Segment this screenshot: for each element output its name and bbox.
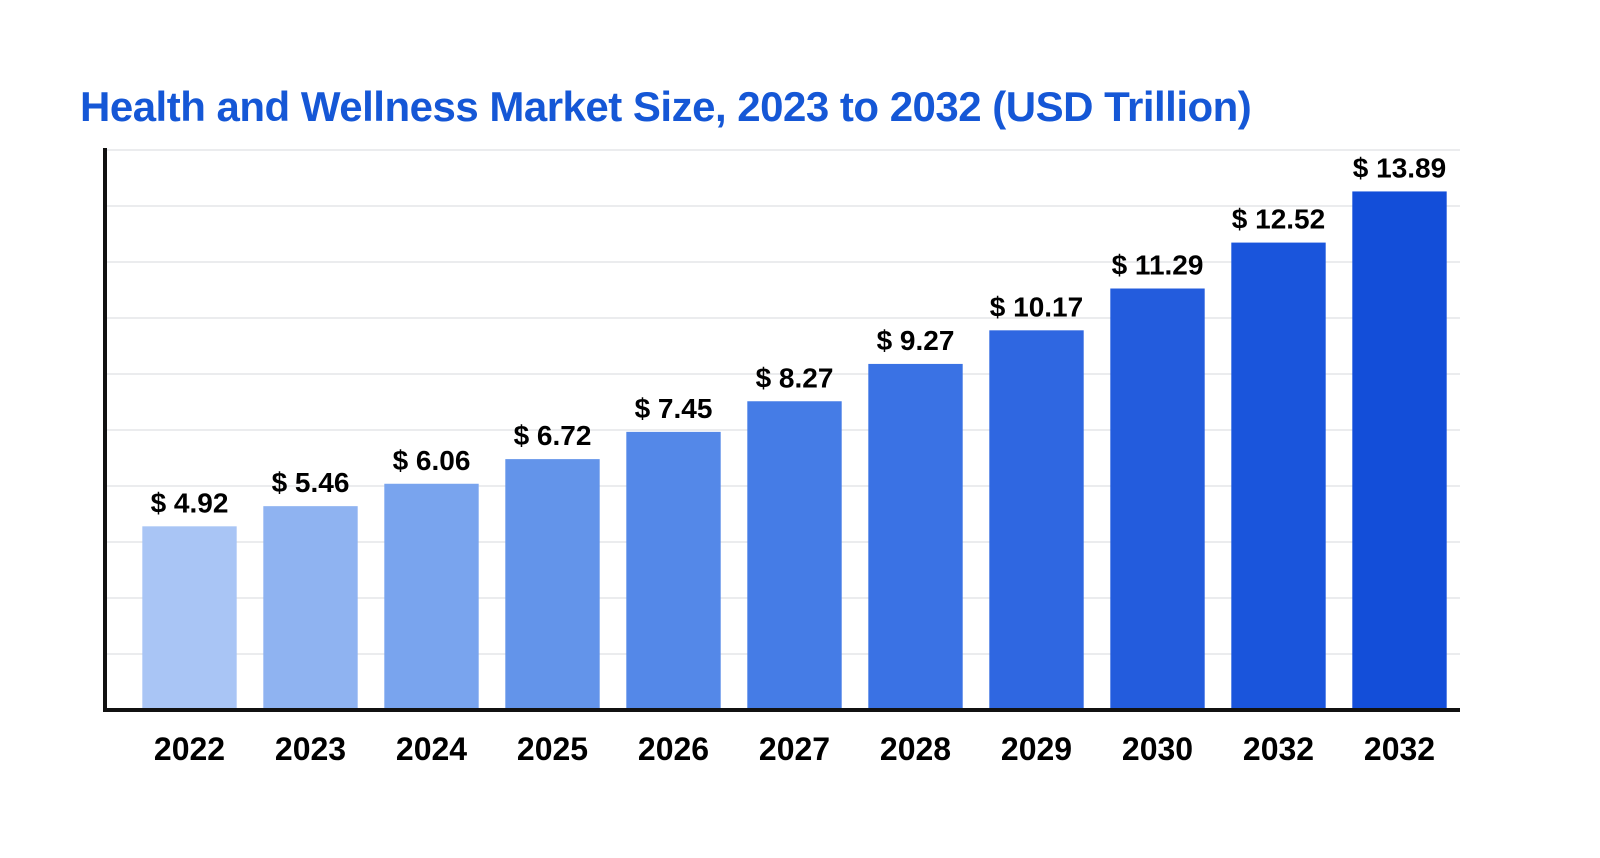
- bars: [142, 191, 1446, 710]
- bar: [263, 506, 357, 710]
- x-axis-label: 2032: [1364, 731, 1435, 767]
- bar: [142, 526, 236, 710]
- bar: [384, 484, 478, 710]
- x-axis-label: 2027: [759, 731, 830, 767]
- bar-value-label: $ 7.45: [635, 393, 713, 424]
- x-axis-label: 2024: [396, 731, 467, 767]
- bar-value-label: $ 5.46: [272, 467, 350, 498]
- bar-value-label: $ 11.29: [1112, 250, 1204, 281]
- x-axis-label: 2028: [880, 731, 951, 767]
- bar: [505, 459, 599, 710]
- x-axis-labels: 2022 2023 2024 2025 2026 2027 2028 2029 2030 2032…: [154, 731, 1435, 767]
- bar-value-label: $ 8.27: [756, 362, 834, 393]
- bar-chart: $ 4.92 $ 5.46 $ 6.06 $ 6.72 $ 7.45 $ 8.27 $ 9.…: [97, 146, 1500, 800]
- bar: [1110, 289, 1204, 710]
- x-axis-label: 2030: [1122, 731, 1193, 767]
- bar: [626, 432, 720, 710]
- bar: [868, 364, 962, 710]
- x-axis-label: 2029: [1001, 731, 1072, 767]
- bar: [989, 330, 1083, 710]
- chart-container: Health and Wellness Market Size, 2023 to…: [0, 0, 1600, 858]
- bar-value-label: $ 10.17: [990, 291, 1083, 322]
- chart-title: Health and Wellness Market Size, 2023 to…: [80, 83, 1560, 131]
- bar-value-label: $ 4.92: [151, 487, 229, 518]
- bar: [1231, 243, 1325, 710]
- x-axis-label: 2023: [275, 731, 346, 767]
- x-axis-label: 2022: [154, 731, 225, 767]
- bar: [747, 401, 841, 710]
- bar-value-label: $ 13.89: [1353, 152, 1446, 183]
- x-axis-label: 2025: [517, 731, 588, 767]
- bar-value-label: $ 6.72: [514, 420, 592, 451]
- bar-value-label: $ 6.06: [393, 445, 471, 476]
- bar-value-label: $ 12.52: [1232, 204, 1325, 235]
- bar: [1352, 191, 1446, 710]
- bar-value-label: $ 9.27: [877, 325, 955, 356]
- x-axis-label: 2032: [1243, 731, 1314, 767]
- x-axis-label: 2026: [638, 731, 709, 767]
